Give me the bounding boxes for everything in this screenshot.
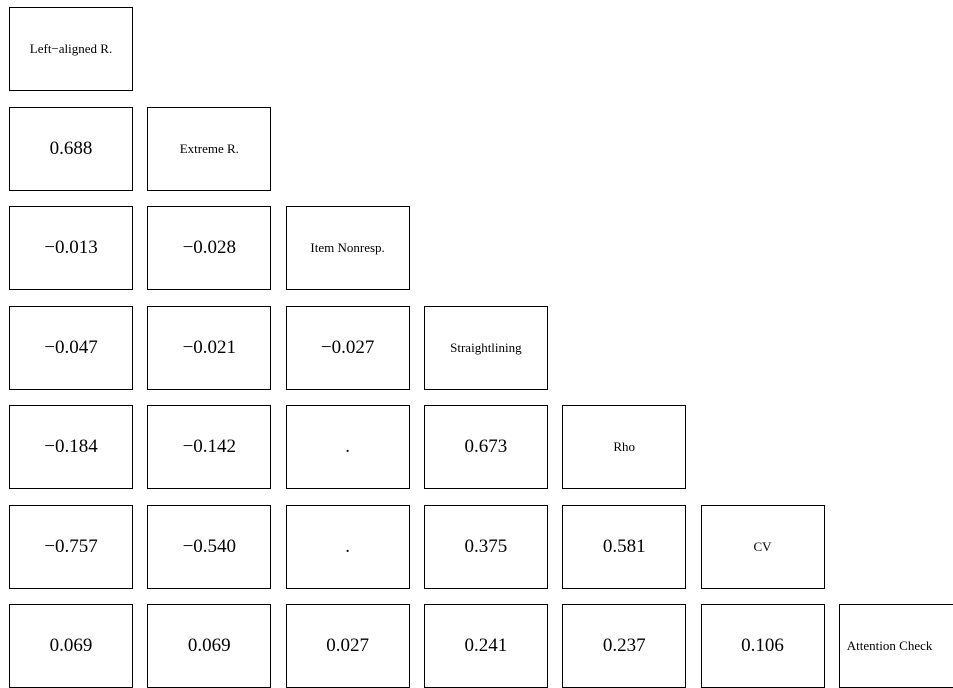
correlation-value: −0.540 xyxy=(147,504,272,589)
correlation-value: 0.688 xyxy=(9,106,133,191)
correlation-value: −0.013 xyxy=(9,206,133,290)
correlation-value: 0.027 xyxy=(285,604,410,688)
correlation-value: 0.069 xyxy=(147,604,272,688)
variable-label: Straightlining xyxy=(423,305,548,390)
correlation-value: 0.069 xyxy=(9,604,133,688)
variable-label: CV xyxy=(700,504,825,589)
variable-label: Item Nonresp. xyxy=(285,206,410,290)
correlation-value: −0.027 xyxy=(285,305,410,390)
variable-label: Rho xyxy=(562,405,687,489)
correlation-value: −0.047 xyxy=(9,305,133,390)
correlation-value: 0.237 xyxy=(562,604,687,688)
variable-label: Left−aligned R. xyxy=(9,7,133,91)
correlation-value: −0.184 xyxy=(9,405,133,489)
variable-label: Extreme R. xyxy=(147,106,272,191)
correlation-value: −0.028 xyxy=(147,206,272,290)
correlation-value: −0.757 xyxy=(9,504,133,589)
correlation-value: 0.106 xyxy=(700,604,825,688)
correlation-value: 0.241 xyxy=(423,604,548,688)
correlation-value: . xyxy=(285,504,410,589)
correlation-value: −0.021 xyxy=(147,305,272,390)
correlation-value: 0.673 xyxy=(423,405,548,489)
correlation-value: −0.142 xyxy=(147,405,272,489)
correlation-value: 0.375 xyxy=(423,504,548,589)
correlation-value: . xyxy=(285,405,410,489)
variable-label: Attention Check xyxy=(838,604,953,688)
correlation-value: 0.581 xyxy=(562,504,687,589)
